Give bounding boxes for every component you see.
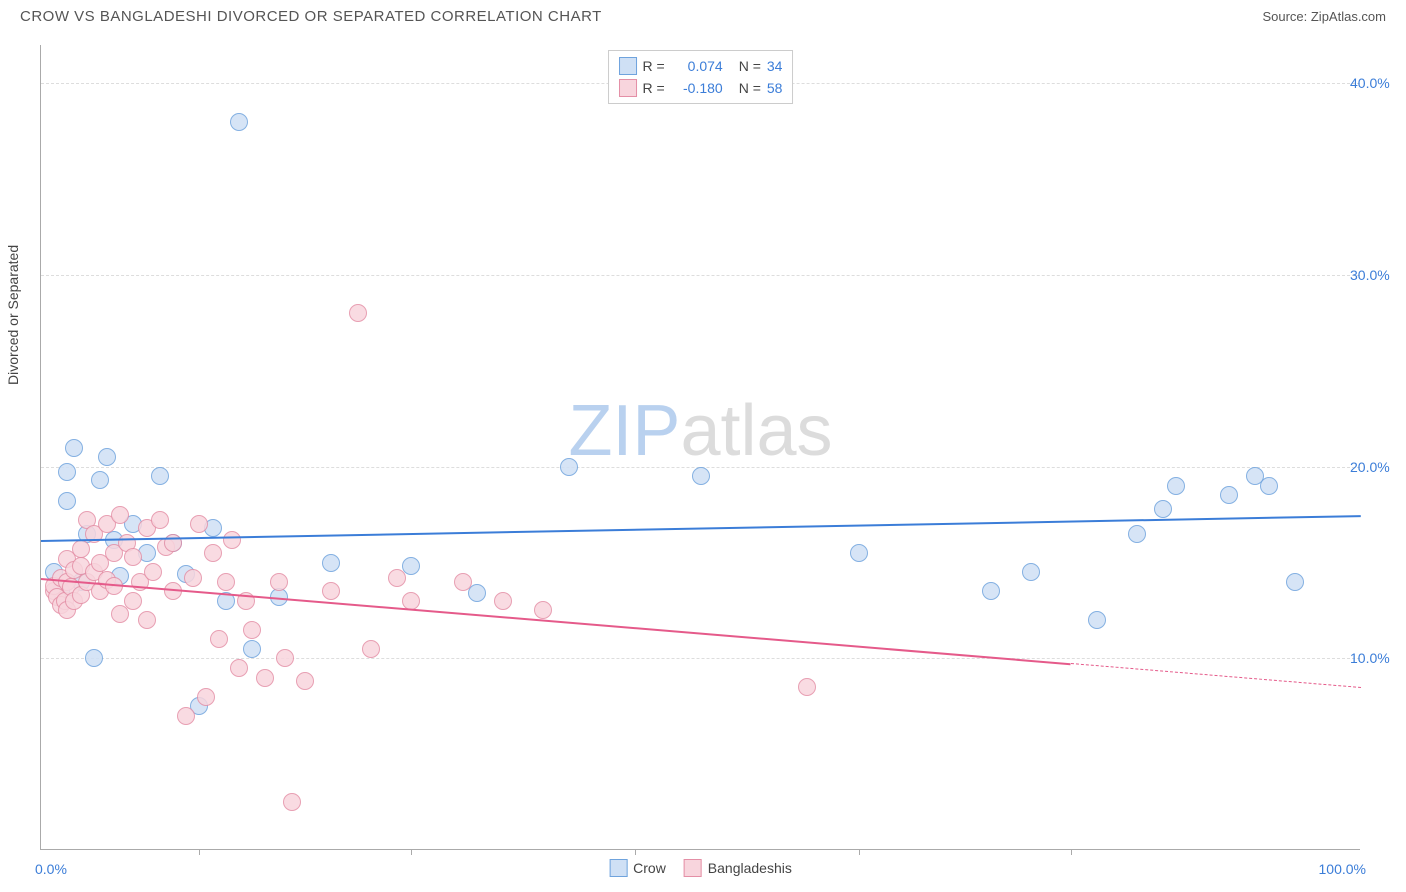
data-point	[243, 640, 261, 658]
x-min-label: 0.0%	[35, 861, 67, 877]
data-point	[296, 672, 314, 690]
data-point	[58, 463, 76, 481]
y-tick-label: 40.0%	[1350, 75, 1406, 91]
y-axis-title: Divorced or Separated	[5, 245, 21, 385]
data-point	[534, 601, 552, 619]
data-point	[111, 605, 129, 623]
source-link[interactable]: ZipAtlas.com	[1311, 9, 1386, 24]
data-point	[270, 573, 288, 591]
r-label: R =	[643, 58, 665, 74]
data-point	[98, 448, 116, 466]
data-point	[58, 492, 76, 510]
data-point	[322, 554, 340, 572]
plot-area: Divorced or Separated ZIPatlas R =0.074N…	[40, 45, 1360, 850]
legend-swatch	[609, 859, 627, 877]
legend-swatch	[619, 79, 637, 97]
data-point	[494, 592, 512, 610]
y-tick-label: 30.0%	[1350, 267, 1406, 283]
data-point	[223, 531, 241, 549]
x-tick	[635, 849, 636, 855]
correlation-legend: R = 0.074 N = 34 R = -0.180 N = 58	[608, 50, 794, 104]
n-value: 58	[767, 80, 783, 96]
data-point	[144, 563, 162, 581]
data-point	[349, 304, 367, 322]
data-point	[850, 544, 868, 562]
r-value: -0.180	[671, 80, 723, 96]
data-point	[454, 573, 472, 591]
data-point	[190, 515, 208, 533]
data-point	[197, 688, 215, 706]
data-point	[388, 569, 406, 587]
data-point	[230, 659, 248, 677]
y-tick-label: 20.0%	[1350, 459, 1406, 475]
x-max-label: 100.0%	[1319, 861, 1366, 877]
data-point	[276, 649, 294, 667]
n-label: N =	[739, 58, 761, 74]
r-label: R =	[643, 80, 665, 96]
data-point	[111, 506, 129, 524]
data-point	[322, 582, 340, 600]
data-point	[151, 467, 169, 485]
data-point	[124, 592, 142, 610]
data-point	[217, 573, 235, 591]
r-value: 0.074	[671, 58, 723, 74]
x-tick	[411, 849, 412, 855]
data-point	[256, 669, 274, 687]
data-point	[1128, 525, 1146, 543]
legend-label: Bangladeshis	[708, 860, 792, 876]
y-tick-label: 10.0%	[1350, 650, 1406, 666]
data-point	[204, 544, 222, 562]
data-point	[72, 540, 90, 558]
data-point	[362, 640, 380, 658]
data-point	[560, 458, 578, 476]
data-point	[798, 678, 816, 696]
data-point	[91, 471, 109, 489]
chart-title: CROW VS BANGLADESHI DIVORCED OR SEPARATE…	[20, 8, 602, 25]
x-tick	[1071, 849, 1072, 855]
data-point	[1154, 500, 1172, 518]
legend-swatch	[619, 57, 637, 75]
gridline	[41, 275, 1360, 276]
n-value: 34	[767, 58, 783, 74]
legend-item: Bangladeshis	[684, 859, 792, 877]
chart-source: Source: ZipAtlas.com	[1262, 9, 1386, 24]
legend-label: Crow	[633, 860, 666, 876]
data-point	[138, 611, 156, 629]
data-point	[124, 548, 142, 566]
x-tick	[199, 849, 200, 855]
data-point	[184, 569, 202, 587]
data-point	[1260, 477, 1278, 495]
watermark: ZIPatlas	[568, 390, 832, 472]
trend-line	[1071, 663, 1361, 688]
legend-swatch	[684, 859, 702, 877]
data-point	[65, 439, 83, 457]
chart-container: Divorced or Separated ZIPatlas R =0.074N…	[40, 45, 1386, 850]
data-point	[85, 649, 103, 667]
data-point	[230, 113, 248, 131]
legend-row: R = 0.074 N = 34	[619, 55, 783, 77]
data-point	[177, 707, 195, 725]
data-point	[1286, 573, 1304, 591]
trend-line	[41, 578, 1071, 665]
data-point	[283, 793, 301, 811]
trend-line	[41, 515, 1361, 542]
data-point	[1167, 477, 1185, 495]
data-point	[982, 582, 1000, 600]
n-label: N =	[739, 80, 761, 96]
data-point	[1022, 563, 1040, 581]
data-point	[210, 630, 228, 648]
chart-header: CROW VS BANGLADESHI DIVORCED OR SEPARATE…	[0, 0, 1406, 29]
data-point	[1088, 611, 1106, 629]
data-point	[1220, 486, 1238, 504]
data-point	[151, 511, 169, 529]
legend-row: R = -0.180 N = 58	[619, 77, 783, 99]
data-point	[692, 467, 710, 485]
x-tick	[859, 849, 860, 855]
data-point	[243, 621, 261, 639]
legend-item: Crow	[609, 859, 666, 877]
series-legend: Crow Bangladeshis	[609, 859, 792, 877]
